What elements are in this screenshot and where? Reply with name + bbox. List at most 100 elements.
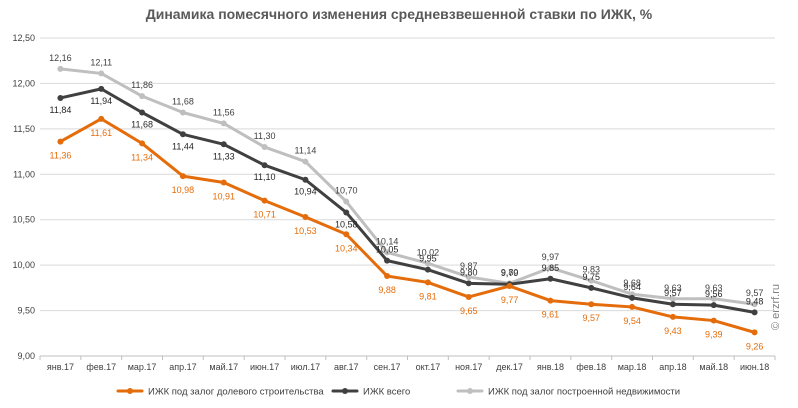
x-tick-label: янв.17 (47, 362, 74, 372)
data-label: 12,16 (49, 53, 72, 63)
data-label: 9,80 (460, 267, 478, 277)
x-tick-label: дек.17 (496, 362, 523, 372)
data-point (220, 179, 227, 186)
data-label: 9,43 (664, 326, 682, 336)
data-label: 9,56 (705, 289, 723, 299)
data-label: 9,54 (623, 316, 641, 326)
data-label: 10,91 (212, 191, 235, 201)
x-tick-label: янв.18 (537, 362, 564, 372)
y-tick-label: 11,50 (13, 124, 35, 134)
data-point (98, 115, 105, 122)
data-label: 12,11 (90, 57, 112, 67)
data-label: 9,77 (501, 295, 519, 305)
legend-entry: ИЖК всего (363, 387, 410, 398)
data-point (424, 279, 431, 286)
data-label: 10,14 (376, 236, 399, 246)
y-tick-label: 12,00 (12, 78, 35, 88)
data-label: 10,98 (172, 185, 195, 195)
data-label: 10,05 (376, 245, 399, 255)
data-label: 9,61 (542, 310, 560, 320)
data-point (465, 280, 472, 287)
data-point (384, 249, 391, 256)
legend-marker (342, 388, 348, 394)
data-label: 11,44 (172, 141, 194, 151)
data-point (139, 140, 146, 147)
data-point (343, 198, 350, 205)
data-point (669, 295, 676, 302)
data-label: 9,79 (501, 268, 519, 278)
data-point (179, 131, 186, 138)
data-point (751, 301, 758, 308)
data-label: 9,95 (419, 254, 437, 264)
x-tick-label: ноя.17 (455, 362, 482, 372)
y-tick-label: 9,50 (17, 306, 35, 316)
data-point (629, 294, 636, 301)
x-tick-label: июн.18 (740, 362, 769, 372)
data-point (261, 144, 268, 151)
x-tick-label: сен.17 (374, 362, 401, 372)
y-tick-label: 12,50 (12, 33, 35, 43)
data-label: 9,65 (460, 306, 478, 316)
data-label: 9,97 (542, 252, 560, 262)
x-tick-label: окт.17 (416, 362, 441, 372)
data-label: 9,57 (582, 313, 600, 323)
y-tick-label: 10,50 (12, 215, 35, 225)
data-point (669, 301, 676, 308)
data-label: 9,81 (419, 291, 437, 301)
data-point (547, 275, 554, 282)
x-tick-label: фев.18 (576, 362, 606, 372)
data-label: 9,87 (460, 261, 478, 271)
data-point (424, 260, 431, 267)
x-tick-label: мар.17 (128, 362, 157, 372)
data-label: 10,70 (335, 186, 358, 196)
legend-marker (127, 388, 133, 394)
series-line (58, 87, 757, 314)
data-label: 10,34 (335, 243, 358, 253)
data-point (710, 317, 717, 324)
data-label: 11,36 (49, 151, 71, 161)
data-point (220, 120, 227, 127)
data-point (57, 94, 64, 101)
data-label: 11,68 (172, 97, 194, 107)
data-point (629, 303, 636, 310)
data-point (98, 70, 105, 77)
data-point (98, 85, 105, 92)
data-point (710, 302, 717, 309)
data-point (751, 309, 758, 316)
data-point (424, 266, 431, 273)
x-tick-label: мар.18 (618, 362, 647, 372)
data-point (57, 138, 64, 145)
data-label: 10,02 (417, 247, 440, 257)
x-tick-label: фев.17 (86, 362, 116, 372)
data-label: 11,10 (254, 172, 276, 182)
data-point (588, 284, 595, 291)
data-label: 9,63 (705, 283, 723, 293)
data-point (588, 301, 595, 308)
data-point (384, 273, 391, 280)
data-point (384, 257, 391, 264)
data-point (506, 283, 513, 290)
data-label: 10,53 (294, 226, 317, 236)
series-line (58, 67, 757, 306)
legend-entry: ИЖК под залог построенной недвижимости (488, 387, 680, 398)
data-point (302, 213, 309, 220)
data-point (547, 297, 554, 304)
data-label: 9,68 (623, 278, 641, 288)
data-label: 11,86 (131, 80, 153, 90)
data-label: 9,88 (378, 285, 396, 295)
data-label: 10,94 (294, 187, 317, 197)
y-tick-label: 9,00 (17, 351, 35, 361)
data-label: 9,26 (746, 341, 764, 351)
data-point (302, 176, 309, 183)
data-point (179, 109, 186, 116)
data-label: 10,71 (253, 210, 276, 220)
data-label: 11,33 (213, 151, 235, 161)
data-label: 11,84 (49, 105, 71, 115)
data-point (343, 209, 350, 216)
data-label: 11,14 (294, 146, 316, 156)
data-label: 11,68 (131, 120, 153, 130)
data-point (465, 273, 472, 280)
data-point (57, 65, 64, 72)
x-tick-label: апр.18 (659, 362, 686, 372)
